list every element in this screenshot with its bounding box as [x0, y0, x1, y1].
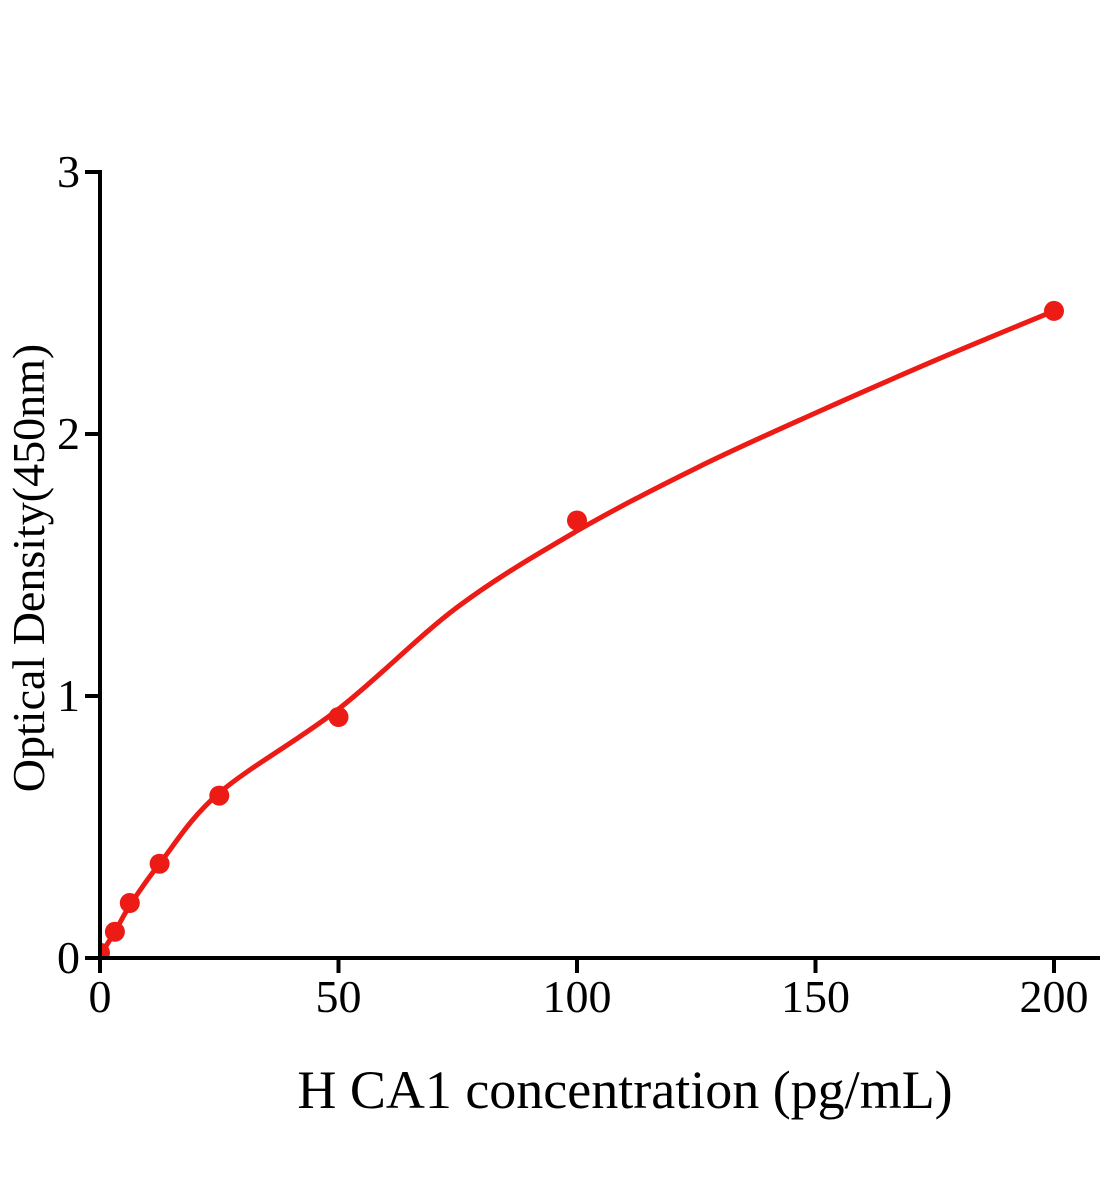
y-tick-label: 2 — [57, 408, 80, 459]
data-point — [119, 893, 140, 913]
plot-layer — [102, 300, 1064, 956]
data-point — [1044, 300, 1064, 321]
x-tick-label: 50 — [316, 971, 362, 1022]
x-tick-label: 100 — [543, 971, 612, 1022]
data-point — [328, 707, 349, 727]
fit-curve — [102, 308, 1057, 956]
x-axis-title: H CA1 concentration (pg/mL) — [297, 1060, 952, 1120]
data-point — [149, 853, 170, 874]
x-tick-label: 0 — [89, 971, 112, 1022]
y-axis-title: Optical Density(450nm) — [3, 344, 54, 792]
y-tick-label: 0 — [57, 932, 80, 983]
x-tick-label: 150 — [781, 971, 850, 1022]
data-point — [102, 943, 110, 956]
data-point — [104, 921, 125, 942]
data-point — [567, 510, 587, 531]
x-tick-label: 200 — [1020, 971, 1089, 1022]
y-tick-label: 1 — [57, 670, 80, 721]
data-point — [209, 785, 230, 806]
axis-layer: 0 50 100 150 200 0 1 2 3 — [57, 146, 1100, 1022]
y-tick-label: 3 — [57, 146, 80, 197]
